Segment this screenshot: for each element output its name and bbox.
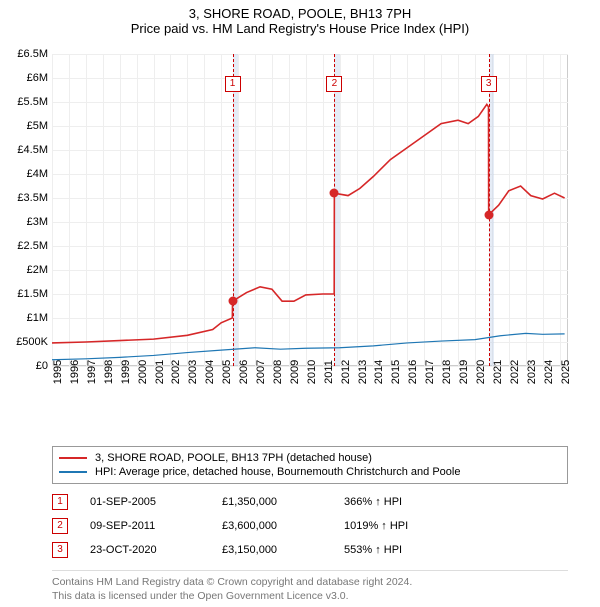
sale-marker-badge: 2 — [326, 76, 342, 92]
footer-line-1: Contains HM Land Registry data © Crown c… — [52, 575, 568, 589]
footer-line-2: This data is licensed under the Open Gov… — [52, 589, 568, 603]
chart-subtitle: Price paid vs. HM Land Registry's House … — [8, 21, 592, 36]
legend-label: HPI: Average price, detached house, Bour… — [95, 466, 460, 478]
sale-row-date: 09-SEP-2011 — [90, 520, 200, 532]
sale-row-price: £3,600,000 — [222, 520, 322, 532]
sale-marker-badge: 1 — [225, 76, 241, 92]
legend-swatch — [59, 457, 87, 459]
sale-row-price: £1,350,000 — [222, 496, 322, 508]
sale-marker-dot — [228, 297, 237, 306]
legend-item: 3, SHORE ROAD, POOLE, BH13 7PH (detached… — [59, 451, 561, 465]
chart-container: 3, SHORE ROAD, POOLE, BH13 7PH Price pai… — [0, 0, 600, 607]
legend-item: HPI: Average price, detached house, Bour… — [59, 465, 561, 479]
sale-row-badge: 3 — [52, 542, 68, 558]
legend-label: 3, SHORE ROAD, POOLE, BH13 7PH (detached… — [95, 452, 372, 464]
series-price_paid — [52, 104, 565, 343]
sale-row-date: 23-OCT-2020 — [90, 544, 200, 556]
sale-marker-dot — [484, 210, 493, 219]
sale-marker-dot — [330, 189, 339, 198]
sale-row-pct: 366% ↑ HPI — [344, 496, 464, 508]
sale-row-date: 01-SEP-2005 — [90, 496, 200, 508]
sales-table: 1 01-SEP-2005 £1,350,000 366% ↑ HPI 2 09-SEP-… — [52, 490, 568, 562]
sale-row: 3 23-OCT-2020 £3,150,000 553% ↑ HPI — [52, 538, 568, 562]
sale-row-badge: 2 — [52, 518, 68, 534]
sale-row-price: £3,150,000 — [222, 544, 322, 556]
sale-row: 2 09-SEP-2011 £3,600,000 1019% ↑ HPI — [52, 514, 568, 538]
footer-attribution: Contains HM Land Registry data © Crown c… — [52, 570, 568, 603]
series-hpi — [52, 333, 565, 359]
legend-swatch — [59, 471, 87, 473]
sale-marker-badge: 3 — [481, 76, 497, 92]
sale-row-pct: 1019% ↑ HPI — [344, 520, 464, 532]
chart-title: 3, SHORE ROAD, POOLE, BH13 7PH — [8, 6, 592, 21]
legend: 3, SHORE ROAD, POOLE, BH13 7PH (detached… — [52, 446, 568, 484]
sale-row: 1 01-SEP-2005 £1,350,000 366% ↑ HPI — [52, 490, 568, 514]
sale-row-pct: 553% ↑ HPI — [344, 544, 464, 556]
chart-area: £0£500K£1M£1.5M£2M£2.5M£3M£3.5M£4M£4.5M£… — [8, 44, 592, 404]
series-svg — [8, 44, 568, 366]
sale-row-badge: 1 — [52, 494, 68, 510]
